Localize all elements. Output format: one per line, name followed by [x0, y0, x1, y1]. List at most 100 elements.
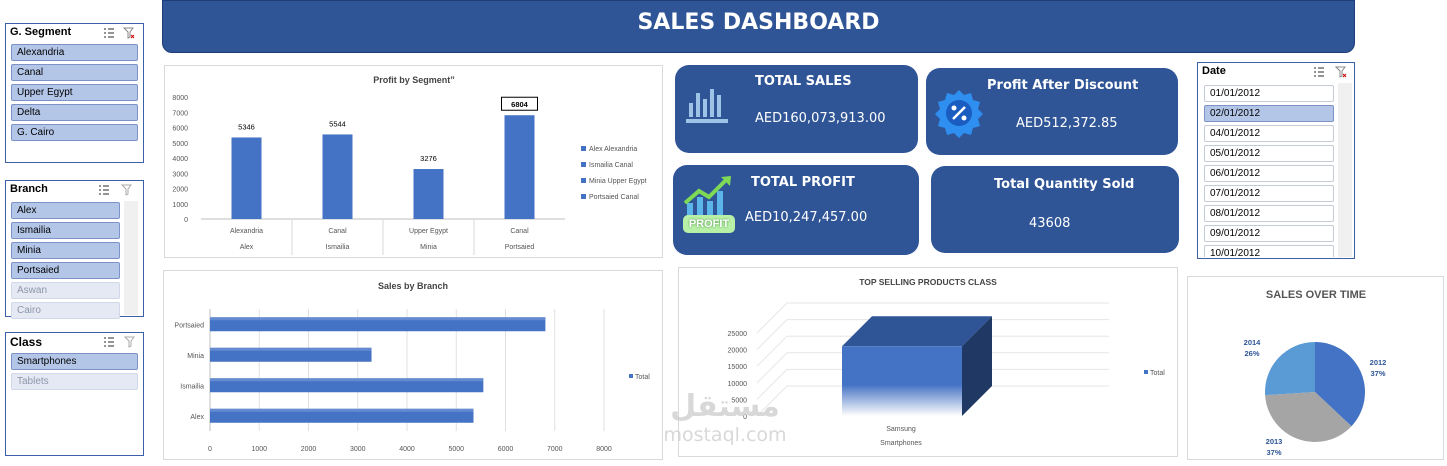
- sales-by-branch-panel: Sales by Branch 0 1000 2000 3000 4000 5000 6000…: [163, 270, 663, 460]
- date-slicer-item[interactable]: 05/01/2012: [1204, 145, 1334, 162]
- profit-growth-icon: [683, 176, 731, 221]
- date-slicer[interactable]: Date 01/01/2012 02/01/2012 04/01/2012 05/01…: [1197, 62, 1355, 259]
- branch-slicer-item[interactable]: Cairo: [11, 302, 120, 319]
- x-tick-label: 5000: [448, 446, 464, 453]
- date-slicer-item[interactable]: 09/01/2012: [1204, 225, 1334, 242]
- class-slicer-item[interactable]: Smartphones: [11, 353, 138, 370]
- sales-over-time-panel: SALES OVER TIME 2012 37% 2013 37% 2014 26%: [1187, 276, 1444, 460]
- class-slicer-item[interactable]: Tablets: [11, 373, 138, 390]
- multi-select-icon[interactable]: [1313, 66, 1325, 78]
- x-tick-label: 2000: [301, 446, 317, 453]
- pie-slice: [1265, 392, 1352, 442]
- y-tick-label: Minia: [187, 353, 204, 360]
- legend-swatch: [581, 146, 586, 151]
- y-tick-label: 20000: [728, 348, 748, 355]
- date-slicer-item[interactable]: 07/01/2012: [1204, 185, 1334, 202]
- y-tick-label: 15000: [728, 364, 748, 371]
- x-tick-label: Canal: [510, 228, 529, 235]
- date-slicer-item[interactable]: 10/01/2012: [1204, 245, 1334, 257]
- x-group-label: Alex: [240, 244, 254, 251]
- y-tick-label: Ismailia: [180, 383, 204, 390]
- x-tick-label: Samsung: [886, 426, 916, 433]
- total-quantity-value: 43608: [1029, 216, 1071, 231]
- date-slicer-item[interactable]: 08/01/2012: [1204, 205, 1334, 222]
- clear-filter-icon[interactable]: [123, 27, 135, 39]
- date-slicer-item[interactable]: 06/01/2012: [1204, 165, 1334, 182]
- total-sales-title: TOTAL SALES: [755, 74, 852, 89]
- y-tick-label: 5000: [172, 141, 188, 148]
- profit-after-discount-card: Profit After Discount AED512,372.85: [926, 68, 1178, 155]
- data-label: 3276: [420, 154, 437, 163]
- profit-after-discount-value: AED512,372.85: [1016, 116, 1118, 131]
- total-sales-value: AED160,073,913.00: [755, 111, 886, 126]
- x-tick-label: 0: [208, 446, 212, 453]
- pie-slice: [1265, 342, 1315, 396]
- multi-select-icon[interactable]: [103, 27, 115, 39]
- gridline: [756, 385, 1109, 417]
- multi-select-icon[interactable]: [103, 336, 115, 348]
- bar: [210, 408, 474, 423]
- x-tick-label: 6000: [498, 446, 514, 453]
- branch-slicer-item[interactable]: Minia: [11, 242, 120, 259]
- chart-title: SALES OVER TIME: [1266, 289, 1366, 301]
- total-profit-card: PROFIT TOTAL PROFIT AED10,247,457.00: [673, 165, 919, 255]
- y-tick-label: 5000: [731, 397, 747, 404]
- bar: [210, 347, 372, 362]
- date-slicer-item[interactable]: 01/01/2012: [1204, 85, 1334, 102]
- bar: [210, 378, 484, 393]
- clear-filter-icon[interactable]: [1335, 66, 1347, 78]
- branch-slicer-item[interactable]: Aswan: [11, 282, 120, 299]
- legend-entry: Alex Alexandria: [589, 146, 637, 153]
- y-tick-label: 6000: [172, 126, 188, 133]
- segment-slicer-item[interactable]: Delta: [11, 104, 138, 121]
- x-group-label: Minia: [420, 244, 437, 251]
- multi-select-icon[interactable]: [98, 184, 110, 196]
- pie-label: 2012: [1370, 358, 1387, 367]
- branch-slicer-item[interactable]: Portsaied: [11, 262, 120, 279]
- legend-entry: Minia Upper Egypt: [589, 178, 647, 185]
- date-slicer-item[interactable]: 04/01/2012: [1204, 125, 1334, 142]
- y-tick-label: 4000: [172, 156, 188, 163]
- branch-slicer-scrollbar[interactable]: [124, 201, 138, 315]
- legend-swatch: [581, 178, 586, 183]
- bar-highlight: [210, 347, 372, 351]
- clear-filter-icon[interactable]: [124, 336, 136, 348]
- top-selling-products-panel: TOP SELLING PRODUCTS CLASS 0 5000 10000 1500…: [678, 267, 1178, 457]
- segment-slicer-item[interactable]: Canal: [11, 64, 138, 81]
- date-slicer-scrollbar[interactable]: [1338, 83, 1352, 257]
- x-group-label: Smartphones: [880, 440, 922, 447]
- gridline: [756, 368, 1109, 400]
- y-tick-label: 10000: [728, 381, 748, 388]
- branch-slicer-item[interactable]: Ismailia: [11, 222, 120, 239]
- bar: [413, 169, 444, 219]
- y-tick-label: 0: [743, 414, 747, 421]
- legend-swatch: [629, 374, 633, 378]
- segment-slicer-item[interactable]: Alexandria: [11, 44, 138, 61]
- segment-slicer[interactable]: G. Segment Alexandria Canal Upper Egypt Del…: [5, 23, 144, 163]
- bar-highlight: [210, 408, 474, 412]
- pie-label: 2013: [1266, 437, 1283, 446]
- top-selling-products-chart: TOP SELLING PRODUCTS CLASS 0 5000 10000 1500…: [728, 277, 1166, 447]
- y-tick-label: 25000: [728, 331, 748, 338]
- x-tick-label: 7000: [547, 446, 563, 453]
- bar: [322, 134, 353, 219]
- segment-slicer-item[interactable]: G. Cairo: [11, 124, 138, 141]
- x-tick-label: 3000: [350, 446, 366, 453]
- branch-slicer-item[interactable]: Alex: [11, 202, 120, 219]
- clear-filter-icon[interactable]: [121, 184, 133, 196]
- y-tick-label: 7000: [172, 110, 188, 117]
- branch-slicer-title: Branch: [10, 183, 48, 195]
- date-slicer-item[interactable]: 02/01/2012: [1204, 105, 1334, 122]
- watermark-url: mostaql.com: [663, 424, 787, 446]
- y-tick-label: 1000: [172, 202, 188, 209]
- sales-over-time-chart: SALES OVER TIME 2012 37% 2013 37% 2014 26%: [1244, 289, 1387, 457]
- segment-slicer-item[interactable]: Upper Egypt: [11, 84, 138, 101]
- x-tick-label: 4000: [399, 446, 415, 453]
- class-slicer[interactable]: Class Smartphones Tablets: [5, 332, 144, 456]
- x-group-label: Portsaied: [505, 244, 535, 251]
- bar-3d-front: [842, 346, 962, 416]
- pie-percent: 37%: [1370, 369, 1385, 378]
- branch-slicer[interactable]: Branch Alex Ismailia Minia Portsaied Aswan Ca…: [5, 180, 144, 319]
- bar-chart-icon: [686, 89, 728, 123]
- x-tick-label: 8000: [596, 446, 612, 453]
